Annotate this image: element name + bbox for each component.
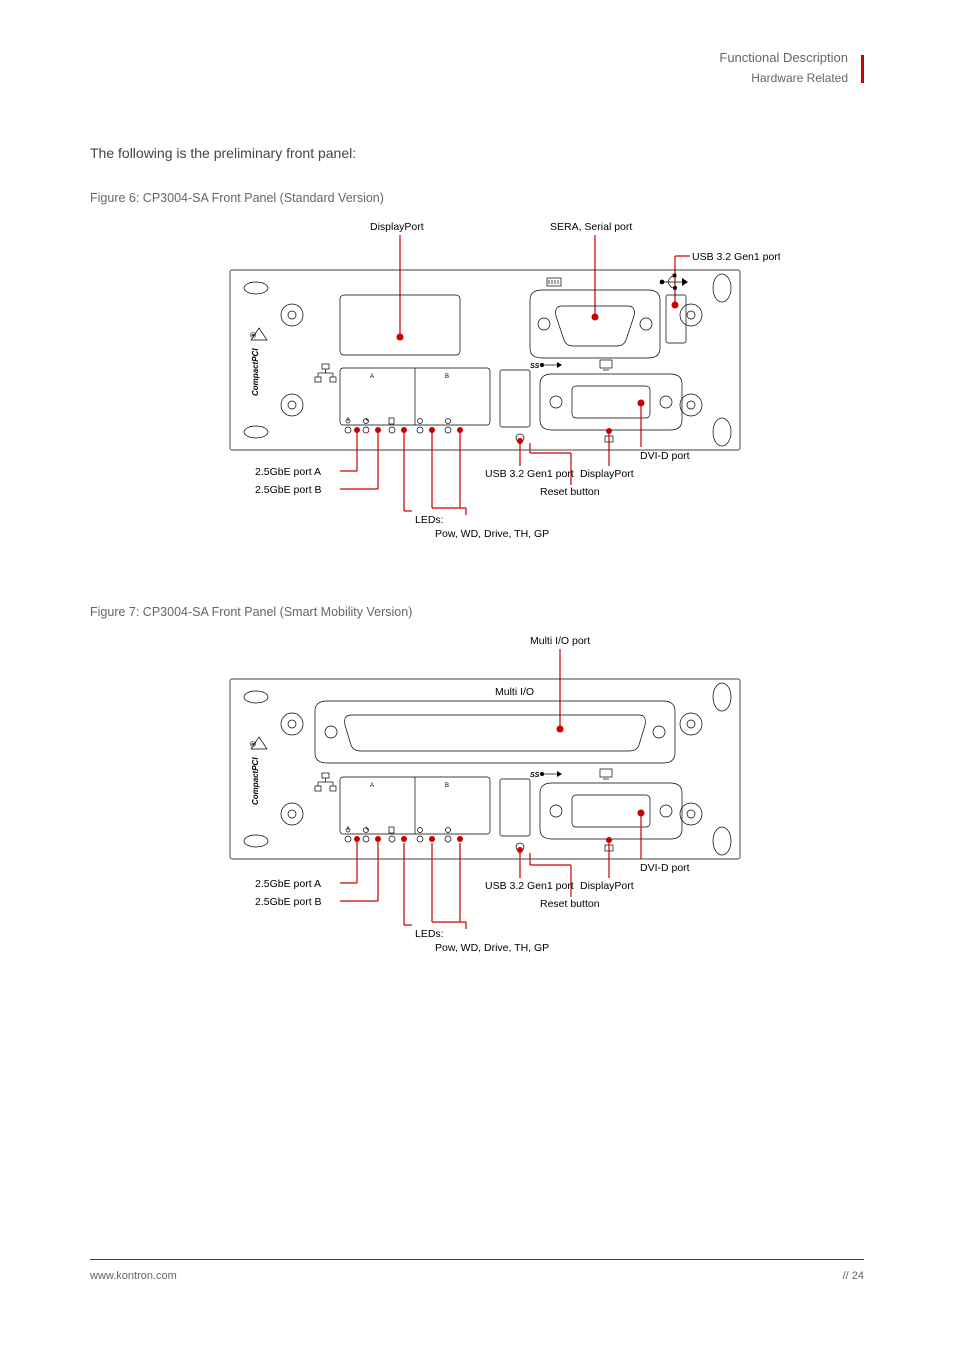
ethernet-icon [315,773,336,791]
compactpci-brand: CompactPCI ® [249,332,260,396]
usb-ss-icon [540,362,562,368]
footer-right: // 24 [843,1270,864,1282]
svg-text:SS: SS [530,772,540,779]
callout2-gbe-b: 2.5GbE port B [255,896,322,908]
compactpci-brand: CompactPCI ® [249,741,260,805]
callout2-dp-bottom: DisplayPort [580,880,634,892]
svg-text:SS: SS [530,363,540,370]
svg-text:Pow, WD, Drive, TH, GP: Pow, WD, Drive, TH, GP [435,942,549,954]
svg-text:CompactPCI: CompactPCI [251,757,260,805]
panel-multio-label: Multi I/O [495,686,534,698]
intro-text: The following is the preliminary front p… [90,145,864,161]
callout-displayport-top: DisplayPort [370,221,424,233]
callout-gbe-a: 2.5GbE port A [255,466,321,478]
figure-1-caption: Figure 6: CP3004-SA Front Panel (Standar… [90,191,864,205]
callout-leds-line2: Pow, WD, Drive, TH, GP [435,528,549,540]
callout-dp-bottom: DisplayPort [580,468,634,480]
header-line-1: Functional Description [90,50,864,65]
gbe-ports: A B [340,368,490,425]
svg-text:B: B [445,783,449,789]
svg-text:A: A [370,783,374,789]
callout2-reset: Reset button [540,898,600,910]
header-accent-bar [861,55,864,83]
callout-dvi: DVI-D port [640,450,690,462]
callout-multio: Multi I/O port [530,635,590,647]
svg-text:®: ® [249,741,258,747]
svg-text:®: ® [249,332,258,338]
ethernet-icon [315,364,336,382]
callout-usb-top: USB 3.2 Gen1 port [692,251,780,263]
callout2-gbe-a: 2.5GbE port A [255,878,321,890]
callout-reset: Reset button [540,486,600,498]
svg-text:CompactPCI: CompactPCI [251,348,260,396]
callout-serial: SERA, Serial port [550,221,632,233]
header-line-2: Hardware Related [90,71,864,85]
footer-left: www.kontron.com [90,1270,177,1282]
callout2-usb-side: USB 3.2 Gen1 port [485,880,574,892]
figure-2-caption: Figure 7: CP3004-SA Front Panel (Smart M… [90,605,864,619]
dvi-port [540,374,682,430]
callout-gbe-b: 2.5GbE port B [255,484,322,496]
svg-text:B: B [445,374,449,380]
callout-leds-line1: LEDs: [415,514,444,526]
callout-usb-side: USB 3.2 Gen1 port [485,468,574,480]
figure-2-diagram: Multi I/O port CompactPCI ® Multi I/O [220,629,864,989]
callout2-dvi: DVI-D port [640,862,690,874]
svg-text:LEDs:: LEDs: [415,928,444,940]
svg-text:A: A [370,374,374,380]
figure-1-diagram: DisplayPort SERA, Serial port USB 3.2 Ge… [220,215,864,575]
usb-icon [660,274,688,290]
